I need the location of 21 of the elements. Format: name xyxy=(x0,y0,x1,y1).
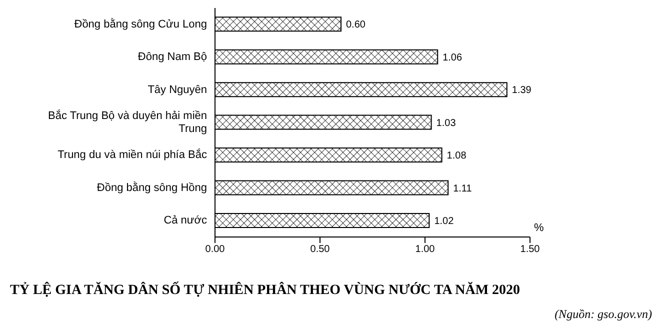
data-label: 1.06 xyxy=(442,52,462,64)
y-tick-label: Đông Nam Bộ xyxy=(138,51,207,64)
text: TỶ LỆ GIA TĂNG DÂN SỐ TỰ NHIÊN PHÂN THEO VÙNG NƯỚC TA NĂM 2020 xyxy=(10,283,520,299)
y-tick-label: Trung du và miền núi phía Bắc xyxy=(58,148,208,162)
x-tick-label: 1.50 xyxy=(520,244,540,256)
y-tick-label: Cả nước xyxy=(164,214,208,227)
x-tick-label: 0.50 xyxy=(310,244,330,256)
y-tick-label: Đồng bằng sông Hồng xyxy=(96,180,207,194)
y-tick-label: Tây Nguyên xyxy=(148,84,207,96)
data-label: 1.08 xyxy=(446,150,467,162)
data-label: 1.03 xyxy=(436,118,456,129)
y-tick-label: Đồng bằng sông Cửu Long xyxy=(74,17,207,30)
data-label: 1.11 xyxy=(453,183,472,194)
text: (Nguồn: gso.gov.vn) xyxy=(554,307,652,322)
data-label: 1.02 xyxy=(434,216,454,227)
data-label: 0.60 xyxy=(346,20,366,31)
y-tick-label: Bắc Trung Bộ và duyên hải miền Trung xyxy=(48,109,207,135)
x-axis-title: % xyxy=(534,222,544,234)
x-tick-label: 0.00 xyxy=(205,244,226,256)
x-tick-label: 1.00 xyxy=(415,244,436,256)
data-label: 1.39 xyxy=(512,85,532,96)
